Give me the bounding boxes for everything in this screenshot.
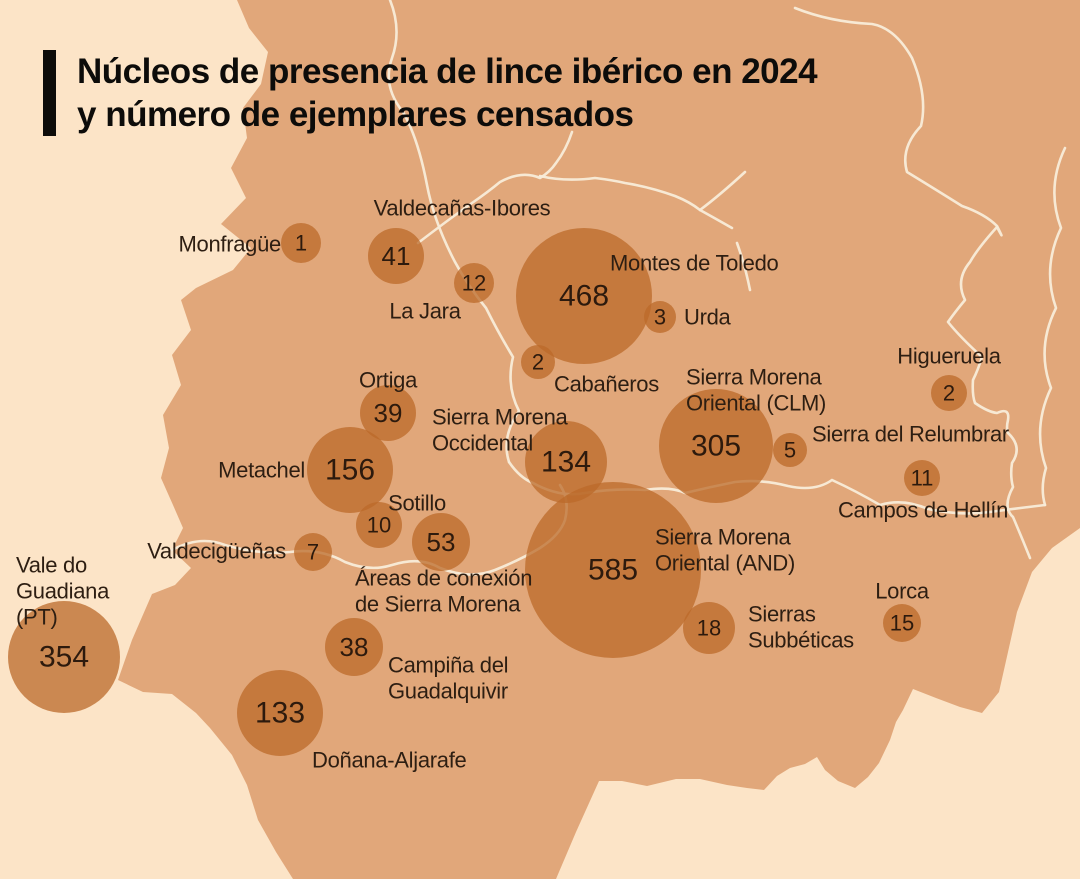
label-sotillo: Sotillo (388, 491, 446, 516)
label-campina-del-guadalquivir: Campiña del (388, 653, 508, 678)
title-accent-bar (43, 50, 56, 137)
bubble-vale-do-guadiana-pt (8, 601, 120, 713)
label-sierras-subbeticas: Subbéticas (748, 628, 854, 653)
value-areas-de-conexion-de-sierra-morena: 53 (427, 527, 456, 557)
value-campina-del-guadalquivir: 38 (340, 632, 369, 662)
title-block: Núcleos de presencia de lince ibérico en… (43, 50, 818, 137)
label-areas-de-conexion-de-sierra-morena: de Sierra Morena (355, 592, 521, 617)
value-donana-aljarafe: 133 (255, 697, 305, 730)
label-sierra-morena-oriental-clm: Oriental (CLM) (686, 391, 826, 416)
bubbles-layer (8, 223, 967, 756)
value-la-jara: 12 (462, 271, 486, 296)
bubble-campina-del-guadalquivir (325, 618, 383, 676)
bubble-sierras-subbeticas (683, 602, 735, 654)
bubble-cabaneros (521, 345, 555, 379)
bubble-urda (644, 301, 676, 333)
value-lorca: 15 (890, 611, 914, 636)
value-campos-de-hellin: 11 (911, 466, 934, 491)
bubble-higueruela (931, 375, 967, 411)
label-sierra-morena-oriental-clm: Sierra Morena (686, 365, 823, 390)
value-higueruela: 2 (943, 381, 955, 406)
bubble-sierra-morena-occidental (525, 421, 607, 503)
label-higueruela: Higueruela (897, 344, 1001, 369)
bubble-sotillo (356, 502, 402, 548)
value-vale-do-guadiana-pt: 354 (39, 641, 89, 674)
label-areas-de-conexion-de-sierra-morena: Áreas de conexión (355, 566, 532, 591)
bubble-montes-de-toledo (516, 228, 652, 364)
value-sierra-morena-occidental: 134 (541, 446, 591, 479)
value-ortiga: 39 (374, 398, 403, 428)
title-line-1: Núcleos de presencia de lince ibérico en… (77, 52, 818, 91)
bubble-la-jara (454, 263, 494, 303)
label-lorca: Lorca (875, 579, 930, 604)
label-campina-del-guadalquivir: Guadalquivir (388, 679, 508, 704)
value-sotillo: 10 (367, 513, 391, 538)
label-urda: Urda (684, 305, 732, 330)
label-sierras-subbeticas: Sierras (748, 602, 816, 627)
label-campos-de-hellin: Campos de Hellín (838, 498, 1008, 523)
bubble-lorca (883, 604, 921, 642)
value-sierra-morena-oriental-and: 585 (588, 554, 638, 587)
label-sierra-morena-occidental: Occidental (432, 431, 533, 456)
label-cabaneros: Cabañeros (554, 372, 659, 397)
label-donana-aljarafe: Doñana-Aljarafe (312, 748, 467, 773)
value-sierra-del-relumbrar: 5 (784, 438, 796, 463)
bubble-metachel (307, 427, 393, 513)
title-line-2: y número de ejemplares censados (77, 95, 634, 135)
label-sierra-morena-oriental-and: Sierra Morena (655, 525, 792, 550)
value-metachel: 156 (325, 454, 375, 487)
bubble-valdeciguenas (294, 533, 332, 571)
label-sierra-morena-occidental: Sierra Morena (432, 405, 569, 430)
bubble-campos-de-hellin (904, 460, 940, 496)
bubble-sierra-del-relumbrar (773, 433, 807, 467)
bubble-sierra-morena-oriental-clm (659, 389, 773, 503)
label-ortiga: Ortiga (359, 368, 418, 393)
bubble-ortiga (360, 385, 416, 441)
label-la-jara: La Jara (389, 299, 461, 324)
label-vale-do-guadiana-pt: Guadiana (16, 579, 110, 604)
bubble-valdecanas-ibores (368, 228, 424, 284)
label-monfrague: Monfragüe (179, 232, 282, 257)
label-valdeciguenas: Valdecigüeñas (147, 539, 286, 564)
value-valdecanas-ibores: 41 (382, 241, 411, 271)
page-title: Núcleos de presencia de lince ibérico en… (77, 50, 818, 136)
label-sierra-morena-oriental-and: Oriental (AND) (655, 551, 795, 576)
region-boundary-lines (170, 0, 1067, 576)
value-cabaneros: 2 (532, 350, 544, 375)
bubble-monfrague (281, 223, 321, 263)
label-valdecanas-ibores: Valdecañas-Ibores (374, 196, 551, 221)
label-metachel: Metachel (218, 458, 305, 483)
bubble-donana-aljarafe (237, 670, 323, 756)
label-montes-de-toledo: Montes de Toledo (610, 251, 779, 276)
value-monfrague: 1 (295, 231, 307, 256)
label-sierra-del-relumbrar: Sierra del Relumbrar (812, 422, 1009, 447)
label-vale-do-guadiana-pt: Vale do (16, 553, 87, 578)
label-vale-do-guadiana-pt: (PT) (16, 605, 58, 630)
bubble-areas-de-conexion-de-sierra-morena (412, 513, 470, 571)
bubble-sierra-morena-oriental-and (525, 482, 701, 658)
value-valdeciguenas: 7 (307, 540, 319, 565)
value-montes-de-toledo: 468 (559, 280, 609, 313)
value-urda: 3 (654, 305, 666, 330)
value-sierras-subbeticas: 18 (697, 616, 721, 641)
value-sierra-morena-oriental-clm: 305 (691, 430, 741, 463)
